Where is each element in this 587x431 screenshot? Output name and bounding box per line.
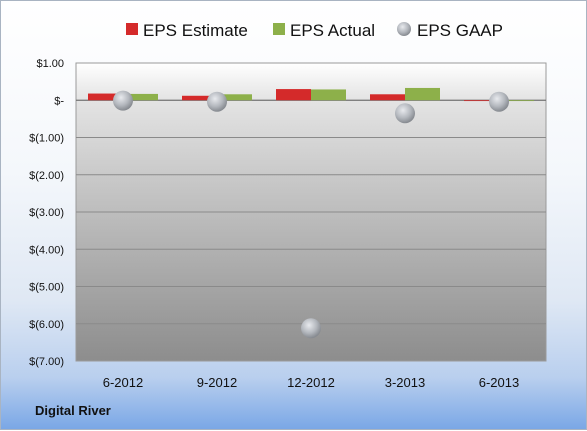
chart-marks: [88, 87, 534, 339]
bar-eps-actual: [405, 87, 440, 101]
legend-swatch-gaap: [397, 22, 411, 36]
legend-label-actual: EPS Actual: [290, 21, 375, 40]
bar-eps-estimate: [88, 93, 123, 101]
legend: EPS Estimate EPS Actual EPS GAAP: [126, 21, 503, 40]
bar-eps-actual: [499, 100, 534, 102]
y-tick-label: $1.00: [36, 58, 64, 70]
y-tick-label: $(7.00): [29, 356, 64, 368]
y-tick-label: $(4.00): [29, 244, 64, 256]
legend-swatch-actual: [273, 23, 285, 35]
x-axis-ticks: 6-2012 9-2012 12-2012 3-2013 6-2013: [103, 375, 519, 390]
bar-eps-actual: [123, 93, 158, 101]
point-eps-gaap: [301, 318, 321, 339]
point-eps-gaap: [207, 91, 227, 112]
x-tick-label: 9-2012: [197, 375, 237, 390]
point-eps-gaap: [489, 91, 509, 112]
x-tick-label: 6-2013: [479, 375, 519, 390]
bar-eps-estimate: [182, 95, 217, 101]
x-tick-label: 12-2012: [287, 375, 335, 390]
x-tick-label: 3-2013: [385, 375, 425, 390]
bar-eps-actual: [311, 89, 346, 101]
y-axis-ticks: $1.00 $- $(1.00) $(2.00) $(3.00) $(4.00) $(5.0…: [29, 58, 64, 368]
bar-eps-actual: [217, 94, 252, 101]
y-tick-label: $(5.00): [29, 282, 64, 294]
y-tick-label: $(3.00): [29, 207, 64, 219]
y-tick-label: $(1.00): [29, 133, 64, 145]
x-tick-label: 6-2012: [103, 375, 143, 390]
bar-eps-estimate: [464, 100, 499, 102]
point-eps-gaap: [113, 90, 133, 111]
point-eps-gaap: [395, 103, 415, 124]
legend-label-gaap: EPS GAAP: [417, 21, 503, 40]
y-tick-label: $(2.00): [29, 170, 64, 182]
y-tick-label: $-: [54, 95, 64, 107]
legend-swatch-estimate: [126, 23, 138, 35]
y-tick-label: $(6.00): [29, 319, 64, 331]
legend-label-estimate: EPS Estimate: [143, 21, 248, 40]
bar-eps-estimate: [276, 89, 311, 101]
bar-eps-estimate: [370, 94, 405, 101]
company-name: Digital River: [35, 403, 111, 418]
